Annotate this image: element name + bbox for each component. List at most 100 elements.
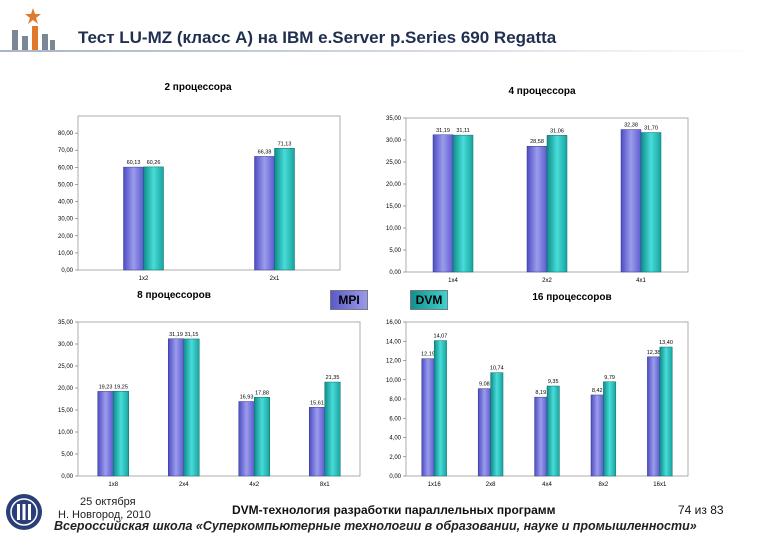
bar-dvm — [324, 381, 341, 477]
x-tick-label: 1x4 — [448, 278, 458, 284]
data-label: 60,26 — [147, 160, 161, 166]
x-tick-label: 2x1 — [270, 276, 280, 282]
legend-dvm: DVM — [410, 290, 448, 310]
plot-area — [77, 115, 341, 271]
y-tick-label: 30,00 — [58, 342, 74, 348]
bar-mpi — [432, 134, 454, 273]
chart-title: 16 процессоров — [532, 292, 611, 303]
y-tick-label: 14,00 — [386, 339, 402, 345]
data-label: 8,42 — [592, 388, 603, 394]
title-divider — [0, 50, 760, 52]
data-label: 10,74 — [490, 366, 504, 372]
unn-logo-icon — [6, 494, 42, 530]
data-label: 15,61 — [310, 400, 324, 406]
data-label: 19,23 — [99, 384, 113, 390]
y-tick-label: 0,00 — [389, 474, 401, 480]
data-label: 31,06 — [550, 128, 564, 134]
bar-dvm — [452, 134, 474, 273]
data-label: 9,08 — [479, 382, 490, 388]
data-label: 19,25 — [114, 384, 128, 390]
y-tick-label: 15,00 — [58, 408, 74, 414]
y-tick-label: 10,00 — [58, 430, 74, 436]
x-tick-label: 2x2 — [542, 278, 552, 284]
chart-title: 4 процессора — [508, 86, 576, 97]
bar-mpi — [477, 388, 491, 477]
data-label: 12,38 — [647, 350, 661, 356]
y-tick-label: 30,00 — [58, 217, 74, 223]
footer-course: DVM-технология разработки параллельных п… — [232, 503, 556, 517]
x-tick-label: 1x8 — [108, 482, 118, 488]
bar-mpi — [421, 358, 435, 477]
bar-dvm — [640, 132, 662, 273]
data-label: 9,35 — [548, 379, 559, 385]
data-label: 21,35 — [326, 375, 340, 381]
bar-dvm — [254, 397, 271, 477]
x-tick-label: 4x2 — [249, 482, 259, 488]
y-tick-label: 20,00 — [386, 182, 402, 188]
data-label: 31,15 — [185, 332, 199, 338]
data-label: 9,79 — [604, 375, 615, 381]
bar-dvm — [143, 166, 164, 271]
y-tick-label: 5,00 — [389, 248, 401, 254]
data-label: 14,07 — [434, 334, 448, 340]
university-logo-icon — [12, 8, 55, 50]
y-tick-label: 10,00 — [58, 251, 74, 257]
x-tick-label: 4x1 — [636, 278, 646, 284]
data-label: 31,19 — [169, 332, 183, 338]
x-tick-label: 1x2 — [139, 276, 149, 282]
y-tick-label: 20,00 — [58, 234, 74, 240]
bar-mpi — [123, 166, 144, 271]
y-tick-label: 4,00 — [389, 436, 401, 442]
footer-city: Н. Новгород, 2010 — [58, 509, 151, 521]
bar-dvm — [546, 385, 560, 477]
data-label: 32,38 — [624, 123, 638, 129]
x-tick-label: 8x1 — [320, 482, 330, 488]
x-tick-label: 2x4 — [179, 482, 189, 488]
y-tick-label: 35,00 — [386, 116, 402, 122]
bar-dvm — [546, 135, 568, 273]
data-label: 71,13 — [278, 141, 292, 147]
bar-mpi — [167, 338, 184, 477]
chart-8-processors: 8 процессоров 0,00 5,00 10,00 15,00 20,00 25,0… — [58, 290, 361, 488]
bar-dvm — [659, 346, 673, 477]
bar-mpi — [534, 396, 548, 477]
footer-school: Всероссийская школа «Суперкомпьютерные т… — [54, 519, 697, 533]
y-tick-label: 25,00 — [386, 160, 402, 166]
y-tick-label: 80,00 — [58, 131, 74, 137]
y-tick-label: 16,00 — [386, 320, 402, 326]
x-tick-label: 1x16 — [428, 482, 442, 488]
y-tick-label: 25,00 — [58, 364, 74, 370]
y-tick-label: 35,00 — [58, 320, 74, 326]
y-tick-label: 10,00 — [386, 226, 402, 232]
bar-mpi — [238, 401, 255, 477]
x-tick-label: 4x4 — [542, 482, 552, 488]
bar-dvm — [433, 340, 447, 477]
legend-mpi: MPI — [330, 290, 368, 310]
data-label: 16,93 — [240, 395, 254, 401]
data-label: 60,13 — [127, 160, 141, 166]
y-tick-label: 0,00 — [61, 474, 73, 480]
y-tick-label: 15,00 — [386, 204, 402, 210]
y-tick-label: 50,00 — [58, 182, 74, 188]
bar-dvm — [490, 372, 504, 477]
y-tick-label: 8,00 — [389, 397, 401, 403]
x-tick-label: 16x1 — [653, 482, 667, 488]
footer-date: 25 октября — [80, 496, 136, 508]
x-tick-label: 2x8 — [486, 482, 496, 488]
bar-mpi — [526, 145, 548, 273]
y-tick-label: 0,00 — [389, 270, 401, 276]
data-label: 28,58 — [530, 139, 544, 145]
footer-page-number: 74 из 83 — [678, 503, 724, 517]
chart-4-processors: 4 процессора 0,00 5,00 10,00 15,00 20,00 25,00… — [386, 86, 689, 284]
bar-dvm — [603, 381, 617, 477]
bar-mpi — [308, 407, 325, 477]
data-label: 8,19 — [535, 390, 546, 396]
data-label: 31,11 — [456, 128, 469, 134]
data-label: 66,38 — [258, 149, 272, 155]
bar-mpi — [97, 391, 114, 477]
chart-title: 2 процессора — [164, 82, 232, 93]
bar-mpi — [254, 156, 275, 271]
bar-mpi — [590, 394, 604, 477]
slide-title: Тест LU-MZ (класс A) на IBM e.Server p.S… — [78, 28, 557, 47]
y-tick-label: 60,00 — [58, 165, 74, 171]
